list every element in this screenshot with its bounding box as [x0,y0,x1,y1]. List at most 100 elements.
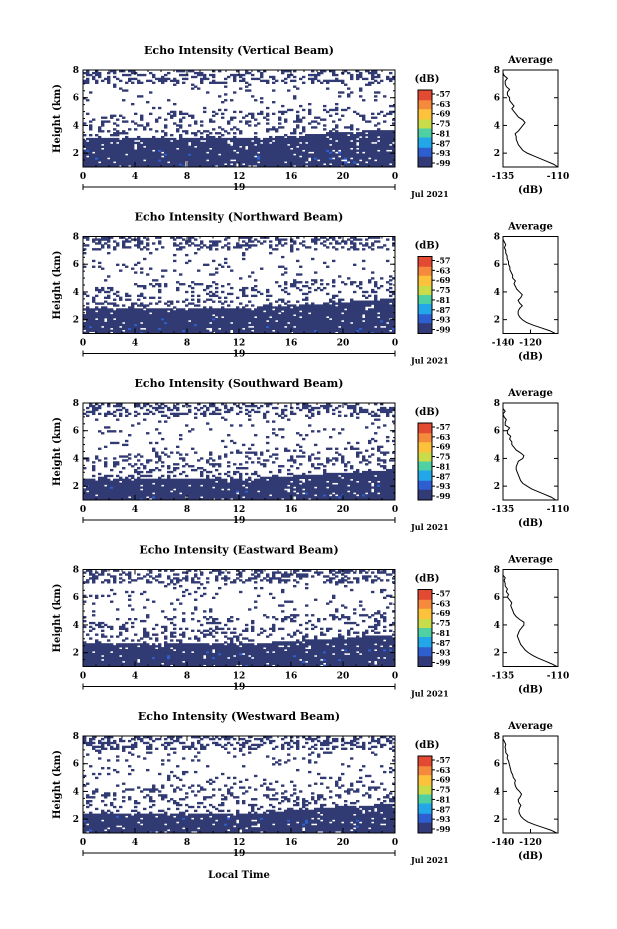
echo-cell [326,325,330,329]
echo-cell [290,240,294,243]
echo-cell [215,331,219,334]
echo-cell [359,312,363,315]
echo-cell [236,314,240,317]
echo-cell [107,430,111,433]
echo-cell [212,155,216,158]
echo-cell [119,269,123,272]
echo-cell [362,304,366,307]
echo-cell [152,468,156,472]
echo-cell [116,147,120,150]
echo-cell [176,143,180,147]
echo-cell [176,331,180,334]
echo-cell [98,163,102,166]
echo-cell [317,139,321,143]
echo-cell [347,95,351,98]
echo-cell [95,161,99,164]
echo-cell [374,151,378,154]
echo-cell [377,128,381,131]
echo-cell [212,300,216,303]
echo-cell [362,153,366,156]
echo-cell [293,304,297,307]
echo-cell [86,71,90,75]
echo-cell [245,122,249,125]
echo-cell [347,325,351,329]
echo-cell [284,283,288,286]
echo-cell [221,143,225,147]
echo-cell [275,244,279,247]
echo-cell [116,118,120,121]
echo-cell [104,426,108,429]
echo-cell [350,329,354,332]
echo-cell [344,317,348,321]
echo-cell [119,470,123,474]
echo-cell [149,141,153,145]
echo-cell [272,141,276,145]
echo-cell [272,137,276,141]
echo-cell [176,145,180,148]
echo-cell [380,277,384,280]
echo-cell [185,73,189,77]
echo-cell [92,408,96,412]
echo-cell [110,317,114,321]
echo-cell [152,308,156,311]
echo-cell [350,304,354,307]
echo-cell [392,327,396,331]
echo-cell [125,240,129,243]
echo-cell [158,316,162,319]
echo-cell [308,329,312,332]
echo-cell [122,488,126,491]
echo-cell [149,316,153,319]
echo-cell [245,331,249,334]
echo-cell [92,71,96,75]
echo-cell [221,165,225,168]
echo-cell [122,139,126,143]
echo-cell [257,290,261,294]
echo-cell [347,159,351,162]
echo-cell [332,319,336,323]
echo-cell [389,155,393,158]
echo-cell [284,139,288,143]
echo-cell [365,159,369,162]
echo-cell [263,137,267,141]
echo-cell [383,120,387,123]
echo-cell [194,159,198,162]
colorbar-segment [418,131,432,133]
echo-cell [230,317,234,321]
echo-cell [260,101,264,104]
colorbar-segment [418,156,432,159]
echo-cell [86,321,90,325]
echo-cell [107,310,111,313]
echo-cell [290,244,294,247]
echo-cell [287,89,291,92]
echo-cell [269,314,273,317]
echo-cell [335,155,339,158]
echo-cell [299,306,303,309]
echo-cell [374,300,378,303]
echo-cell [83,321,87,325]
echo-cell [311,77,315,81]
colorbar-segment [418,151,432,154]
echo-cell [110,430,114,433]
echo-cell [323,240,327,243]
echo-cell [332,281,336,284]
echo-cell [329,306,333,309]
echo-cell [101,494,105,497]
echo-cell [281,317,285,321]
echo-cell [368,308,372,311]
echo-cell [128,73,132,77]
echo-cell [131,317,135,321]
echo-cell [242,159,246,162]
echo-cell [290,135,294,139]
echo-cell [119,151,123,154]
echo-cell [173,310,177,313]
echo-cell [317,143,321,147]
echo-cell [173,153,177,156]
echo-cell [113,461,117,464]
echo-cell [248,161,252,164]
echo-cell [290,325,294,329]
echo-cell [335,314,339,317]
echo-cell [104,159,108,162]
echo-cell [170,147,174,150]
echo-cell [137,312,141,315]
